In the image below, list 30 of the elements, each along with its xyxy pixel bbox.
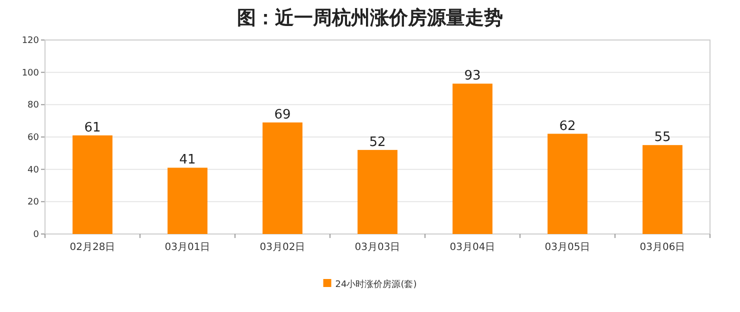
data-label: 41 [179, 152, 196, 168]
data-label: 69 [274, 107, 291, 122]
bar [262, 122, 302, 234]
x-tick-label: 03月01日 [164, 242, 210, 253]
y-tick-label: 120 [22, 36, 40, 46]
x-tick-label: 03月06日 [640, 242, 686, 253]
bar [548, 134, 588, 234]
y-tick-label: 40 [28, 165, 40, 176]
y-tick-label: 0 [33, 230, 40, 240]
data-label: 93 [464, 68, 481, 84]
chart-title: 图：近一周杭州涨价房源量走势 [237, 7, 503, 29]
data-label: 61 [84, 120, 101, 136]
data-label: 52 [369, 134, 386, 150]
x-tick-label: 03月03日 [354, 242, 400, 253]
bar [642, 145, 682, 234]
y-tick-label: 20 [28, 198, 40, 208]
bar [168, 168, 208, 234]
x-tick-label: 03月02日 [260, 242, 306, 253]
y-tick-label: 60 [28, 133, 40, 143]
data-label: 55 [654, 130, 671, 146]
bar [452, 84, 492, 234]
legend-label: 24小时涨价房源(套) [335, 279, 417, 290]
y-tick-label: 100 [22, 68, 40, 78]
y-tick-label: 80 [28, 100, 40, 111]
x-tick-label: 02月28日 [70, 242, 116, 253]
data-label: 62 [559, 118, 576, 134]
bar [358, 150, 398, 234]
x-tick-label: 03月04日 [450, 242, 496, 253]
bar [72, 135, 112, 234]
x-tick-label: 03月05日 [544, 242, 590, 253]
